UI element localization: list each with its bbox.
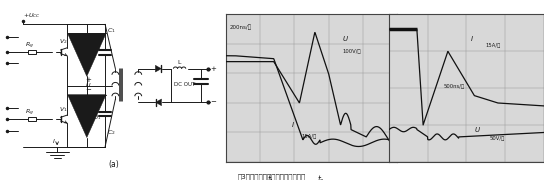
Text: $U$: $U$	[474, 125, 481, 134]
Text: $R_g$: $R_g$	[25, 108, 34, 118]
Bar	[28, 117, 36, 122]
Text: 50V/格: 50V/格	[490, 136, 505, 141]
Bar	[28, 50, 36, 54]
Text: $VD_1$: $VD_1$	[90, 113, 102, 122]
Text: L: L	[177, 60, 181, 65]
Text: $U$: $U$	[85, 81, 91, 89]
Text: 200ns/格: 200ns/格	[229, 25, 251, 30]
Text: +: +	[85, 77, 91, 83]
Text: $I$: $I$	[469, 34, 473, 43]
Text: $V_1$: $V_1$	[59, 105, 67, 114]
Text: $I$: $I$	[52, 137, 55, 145]
Text: $C_2$: $C_2$	[107, 129, 116, 137]
Text: 15A/格: 15A/格	[301, 134, 317, 139]
Text: 100V/格: 100V/格	[342, 49, 361, 54]
Polygon shape	[67, 95, 106, 138]
Text: DC OUT: DC OUT	[174, 82, 195, 87]
Text: −: −	[85, 87, 91, 93]
Text: $+U_{CC}$: $+U_{CC}$	[23, 11, 41, 20]
Polygon shape	[156, 99, 162, 106]
Text: 图3半桥电路及其工作波形开通过程: 图3半桥电路及其工作波形开通过程	[238, 173, 306, 180]
Text: $R_g$: $R_g$	[25, 41, 34, 51]
Text: $t_2$: $t_2$	[317, 174, 324, 180]
Text: $VD_2$: $VD_2$	[90, 44, 102, 53]
Text: 500ns/格: 500ns/格	[443, 84, 465, 89]
Polygon shape	[67, 33, 106, 76]
Text: $t_1$: $t_1$	[267, 174, 275, 180]
Text: −: −	[210, 99, 216, 105]
Polygon shape	[156, 65, 162, 72]
Text: $U$: $U$	[342, 34, 349, 43]
Text: $I$: $I$	[291, 120, 295, 129]
Text: (a): (a)	[109, 160, 120, 169]
Text: $C_1$: $C_1$	[107, 26, 116, 35]
Text: +: +	[210, 66, 216, 72]
Text: $V_2$: $V_2$	[59, 37, 67, 46]
Text: 15A/格: 15A/格	[485, 43, 500, 48]
